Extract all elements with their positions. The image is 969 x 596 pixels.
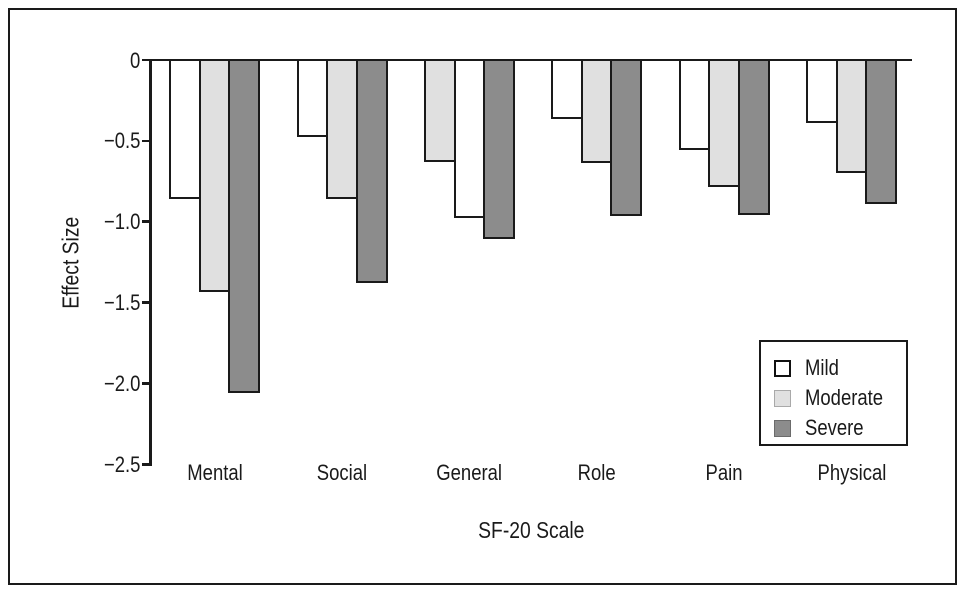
x-category-label-text: Role <box>577 460 616 485</box>
legend-label: Mild <box>805 356 845 380</box>
y-tick-label: −1.0 <box>50 210 140 233</box>
legend-label: Severe <box>805 416 875 440</box>
y-tick-mark <box>141 139 151 143</box>
bar-physical-severe <box>865 58 898 204</box>
x-axis-title: SF-20 Scale <box>331 518 731 543</box>
legend-swatch-mild <box>774 359 791 377</box>
bar-general-moderate <box>424 58 456 162</box>
y-tick-label-text: −2.5 <box>103 451 140 477</box>
y-tick-mark <box>141 382 151 385</box>
bar-mental-moderate <box>198 58 231 293</box>
y-tick-label: −0.5 <box>50 129 140 152</box>
bar-role-mild <box>551 58 584 120</box>
legend-rows: Mild Moderate Severe <box>774 353 906 443</box>
y-tick-label-text: −1.0 <box>103 209 140 235</box>
bar-social-moderate <box>326 58 359 199</box>
bar-role-severe <box>610 58 643 217</box>
x-category-label-pain: Pain <box>654 461 794 485</box>
y-tick-mark <box>141 220 151 223</box>
x-category-label-text: Pain <box>705 460 743 485</box>
x-category-label-role: Role <box>527 461 667 485</box>
y-tick-label-text: −1.5 <box>103 290 140 316</box>
bar-physical-moderate <box>835 58 868 173</box>
bar-physical-mild <box>806 58 839 123</box>
figure-border <box>8 8 957 585</box>
bar-pain-moderate <box>708 58 741 188</box>
x-category-label-social: Social <box>272 461 412 485</box>
y-axis-title: Effect Size <box>58 163 84 363</box>
bar-role-moderate <box>580 58 613 164</box>
y-axis-line <box>149 58 152 466</box>
legend-swatch-severe <box>774 419 791 437</box>
legend-item-severe: Severe <box>774 413 906 443</box>
y-tick-label: −2.0 <box>50 372 140 395</box>
bar-general-severe <box>483 58 515 240</box>
legend-label-text: Moderate <box>805 385 884 410</box>
legend-label-text: Severe <box>805 415 864 440</box>
legend-label: Moderate <box>805 386 898 410</box>
bar-social-severe <box>355 58 388 283</box>
bar-mental-mild <box>169 58 202 199</box>
y-tick-label-text: −2.0 <box>103 370 140 396</box>
y-tick-label: −2.5 <box>50 453 140 476</box>
zero-baseline <box>149 58 912 62</box>
y-tick-label-text: −0.5 <box>103 128 140 154</box>
bar-mental-severe <box>228 58 261 393</box>
x-category-label-text: Physical <box>817 460 887 485</box>
x-category-label-text: Mental <box>186 460 243 485</box>
legend-swatch-moderate <box>774 389 791 407</box>
y-tick-mark <box>141 301 151 304</box>
bar-social-mild <box>296 58 329 138</box>
legend-box: Mild Moderate Severe <box>759 340 908 446</box>
y-tick-label: 0 <box>50 49 140 72</box>
y-tick-mark <box>141 463 151 466</box>
y-tick-mark <box>141 58 151 62</box>
x-category-label-physical: Physical <box>782 461 922 485</box>
x-category-label-mental: Mental <box>145 461 285 485</box>
bar-pain-severe <box>737 58 770 215</box>
legend-item-mild: Mild <box>774 353 906 383</box>
x-axis-title-text: SF-20 Scale <box>477 517 585 543</box>
legend-item-moderate: Moderate <box>774 383 906 413</box>
x-category-label-text: Social <box>316 460 368 485</box>
bar-pain-mild <box>678 58 711 151</box>
y-tick-label-text: 0 <box>129 47 140 73</box>
bar-general-mild <box>453 58 486 219</box>
x-category-label-general: General <box>400 461 540 485</box>
y-tick-label: −1.5 <box>50 291 140 314</box>
legend-label-text: Mild <box>805 355 839 380</box>
x-category-label-text: General <box>436 460 503 485</box>
